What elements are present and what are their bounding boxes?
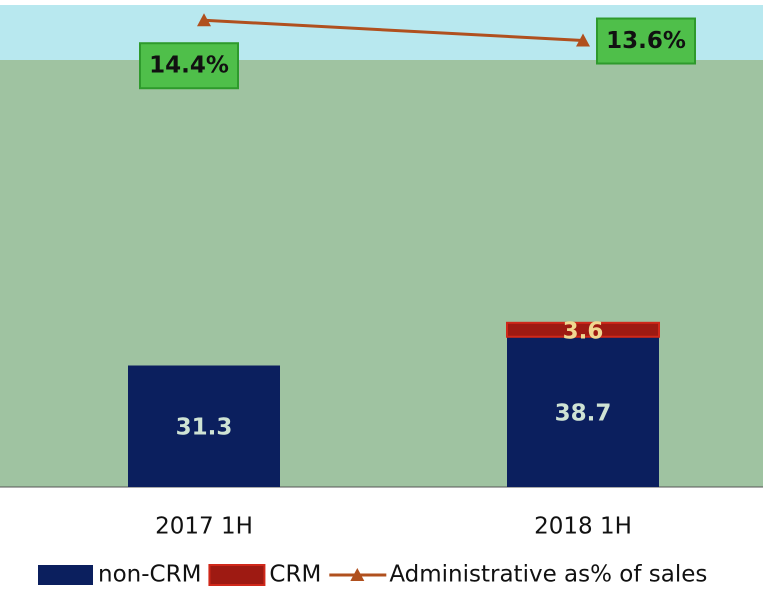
bar-value-label: 3.6 (563, 318, 604, 344)
bar-value-label: 31.3 (176, 415, 233, 441)
bar-value-label: 38.7 (555, 400, 612, 426)
legend-label: non-CRM (98, 562, 201, 588)
bar (506, 321, 660, 338)
legend-label: CRM (269, 562, 321, 588)
line-series (203, 18, 584, 43)
line-value-label: 13.6% (606, 28, 686, 54)
x-tick-label: 2017 1H (155, 514, 253, 540)
line-marker (576, 33, 590, 47)
value-label-box (139, 42, 239, 90)
bar (507, 336, 659, 487)
line-marker (197, 13, 211, 27)
legend-swatch (38, 565, 93, 585)
legend-label: Administrative as% of sales (389, 562, 707, 588)
legend-marker (350, 568, 365, 581)
bar (128, 365, 280, 487)
legend-swatch (208, 564, 266, 586)
value-label-box (596, 17, 696, 65)
x-tick-label: 2018 1H (534, 514, 632, 540)
line-value-label: 14.4% (149, 53, 229, 79)
